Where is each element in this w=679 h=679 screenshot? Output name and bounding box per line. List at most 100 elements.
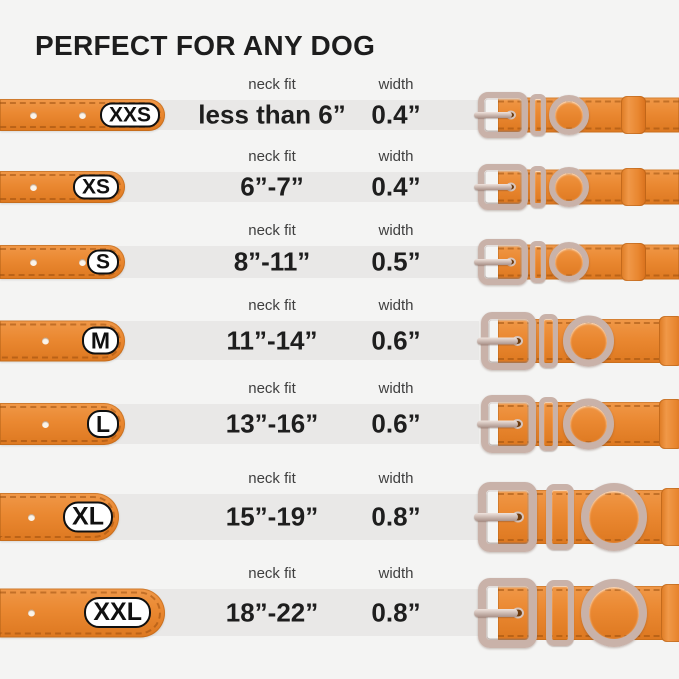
collar-photo [0,395,679,453]
d-ring-icon [549,167,589,207]
width-label: width [378,76,414,93]
d-ring-icon [581,578,647,647]
collar-hole [30,183,37,191]
stitching [0,406,121,442]
collar-keeper-loop [659,399,679,449]
collar-strap-left: XS [0,171,125,203]
collar-photo [0,577,679,648]
d-ring-icon [549,95,589,135]
width-value: 0.8” [371,501,421,532]
size-badge-label: M [90,327,110,353]
width-value: 0.5” [371,246,421,277]
size-badge: L [86,410,119,438]
buckle-prong [474,513,518,521]
size-row-m: M neck fit 11”-14” width 0.6” [0,297,679,370]
collar-hole [42,420,49,428]
width-column: width 0.8” [286,565,506,636]
size-badge: XS [72,174,119,200]
size-badge: XXL [84,597,151,628]
neck-fit-column: neck fit 18”-22” [162,565,382,636]
size-badge-label: S [95,250,110,273]
neck-fit-column: neck fit less than 6” [162,76,382,130]
collar-keeper-loop [621,96,646,134]
stitching [0,591,161,634]
width-label: width [378,222,414,239]
size-badge: S [86,249,119,275]
width-column: width 0.6” [286,380,506,444]
collar-strap-left: M [0,320,125,361]
width-value: 0.4” [371,99,421,130]
collar-strap-left: XXS [0,99,165,131]
metal-keeper [530,241,546,283]
neck-fit-label: neck fit [248,380,296,397]
buckle-prong [477,420,518,428]
size-row-xxl: XXL neck fit 18”-22” width 0.8” [0,565,679,648]
collar-strap-left: XL [0,493,119,541]
width-column: width 0.4” [286,76,506,130]
size-row-xxs: XXS neck fit less than 6” width 0.4” [0,76,679,138]
buckle-prong [474,184,512,190]
neck-fit-label: neck fit [248,222,296,239]
collar-photo [0,164,679,210]
d-ring-icon [563,315,614,366]
width-label: width [378,297,414,314]
size-badge: XL [63,501,113,533]
size-row-l: L neck fit 13”-16” width 0.6” [0,380,679,453]
stitching [0,174,121,200]
neck-fit-value: 15”-19” [225,501,319,532]
size-row-s: S neck fit 8”-11” width 0.5” [0,222,679,285]
collar-strap-left: S [0,245,125,279]
width-column: width 0.6” [286,297,506,360]
size-badge-label: XL [72,502,104,531]
neck-fit-value: 18”-22” [225,597,319,627]
neck-fit-label: neck fit [248,297,296,314]
size-row-xs: XS neck fit 6”-7” width 0.4” [0,148,679,210]
neck-fit-column: neck fit 6”-7” [162,148,382,202]
size-row-xl: XL neck fit 15”-19” width 0.8” [0,470,679,552]
collar-strap-left: XXL [0,588,165,637]
d-ring-icon [563,398,614,450]
width-value: 0.6” [371,325,421,355]
collar-hole [30,111,37,119]
neck-fit-label: neck fit [248,76,296,93]
neck-fit-value: 11”-14” [226,325,318,355]
metal-keeper [539,313,558,368]
buckle-prong [474,259,512,265]
collar-keeper-loop [661,583,679,642]
collar-hole [79,111,86,119]
collar-keeper-loop [659,315,679,366]
metal-keeper [530,166,546,208]
buckle-prong [474,608,518,617]
stitching [0,248,121,276]
collar-photo [0,311,679,370]
buckle-prong [477,337,518,344]
collar-photo [0,239,679,285]
neck-fit-column: neck fit 15”-19” [162,470,382,540]
neck-fit-value: 8”-11” [233,246,311,277]
buckle-prong [474,112,512,118]
width-column: width 0.4” [286,148,506,202]
metal-keeper [530,94,546,136]
neck-fit-column: neck fit 11”-14” [162,297,382,360]
size-badge-label: XXS [108,103,151,126]
width-label: width [378,565,414,582]
size-badge: M [81,326,119,355]
collar-hole [30,258,37,266]
neck-fit-label: neck fit [248,565,296,582]
collar-hole [28,609,35,616]
collar-keeper-loop [661,488,679,546]
width-label: width [378,380,414,397]
stitching [0,102,161,128]
collar-hole [28,513,35,521]
d-ring-icon [549,242,589,282]
width-label: width [378,470,414,487]
width-value: 0.6” [371,408,421,439]
collar-photo [0,482,679,552]
width-column: width 0.8” [286,470,506,540]
metal-keeper [546,579,574,646]
collar-strap-left: L [0,403,125,445]
neck-fit-value: 13”-16” [225,408,319,439]
stitching [498,172,679,202]
collar-keeper-loop [621,243,646,281]
collar-hole [42,337,49,344]
